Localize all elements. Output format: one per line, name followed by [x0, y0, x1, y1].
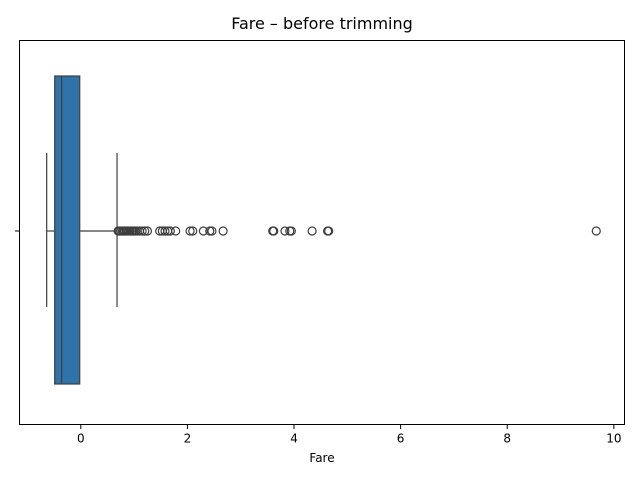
outlier-point: [171, 226, 181, 236]
outlier-point: [207, 226, 217, 236]
outlier-point: [165, 226, 175, 236]
x-tick-label: 6: [397, 432, 405, 446]
iqr-box: [54, 75, 81, 385]
outlier-point: [188, 226, 198, 236]
outlier-point: [280, 226, 290, 236]
outlier-point: [324, 226, 334, 236]
x-tick-label: 8: [503, 432, 511, 446]
outlier-point: [160, 226, 170, 236]
x-axis-ticks: 0 2 4 6 8 10: [77, 424, 621, 446]
x-tick-label: 10: [606, 432, 621, 446]
axes-frame: [19, 40, 625, 425]
x-tick-label: 2: [184, 432, 192, 446]
outlier-point: [185, 226, 195, 236]
outlier-point: [591, 226, 601, 236]
outlier-point: [307, 226, 317, 236]
x-tick-label: 0: [77, 432, 85, 446]
outlier-point: [286, 226, 296, 236]
x-tick-label: 4: [290, 432, 298, 446]
outlier-point: [140, 226, 150, 236]
outlier-point: [137, 226, 147, 236]
outlier-point: [218, 226, 228, 236]
x-axis-label: Fare: [309, 451, 334, 465]
plot-area: [46, 75, 601, 385]
chart-title: Fare – before trimming: [231, 14, 413, 33]
outlier-point: [142, 226, 153, 236]
outlier-point: [269, 226, 279, 236]
